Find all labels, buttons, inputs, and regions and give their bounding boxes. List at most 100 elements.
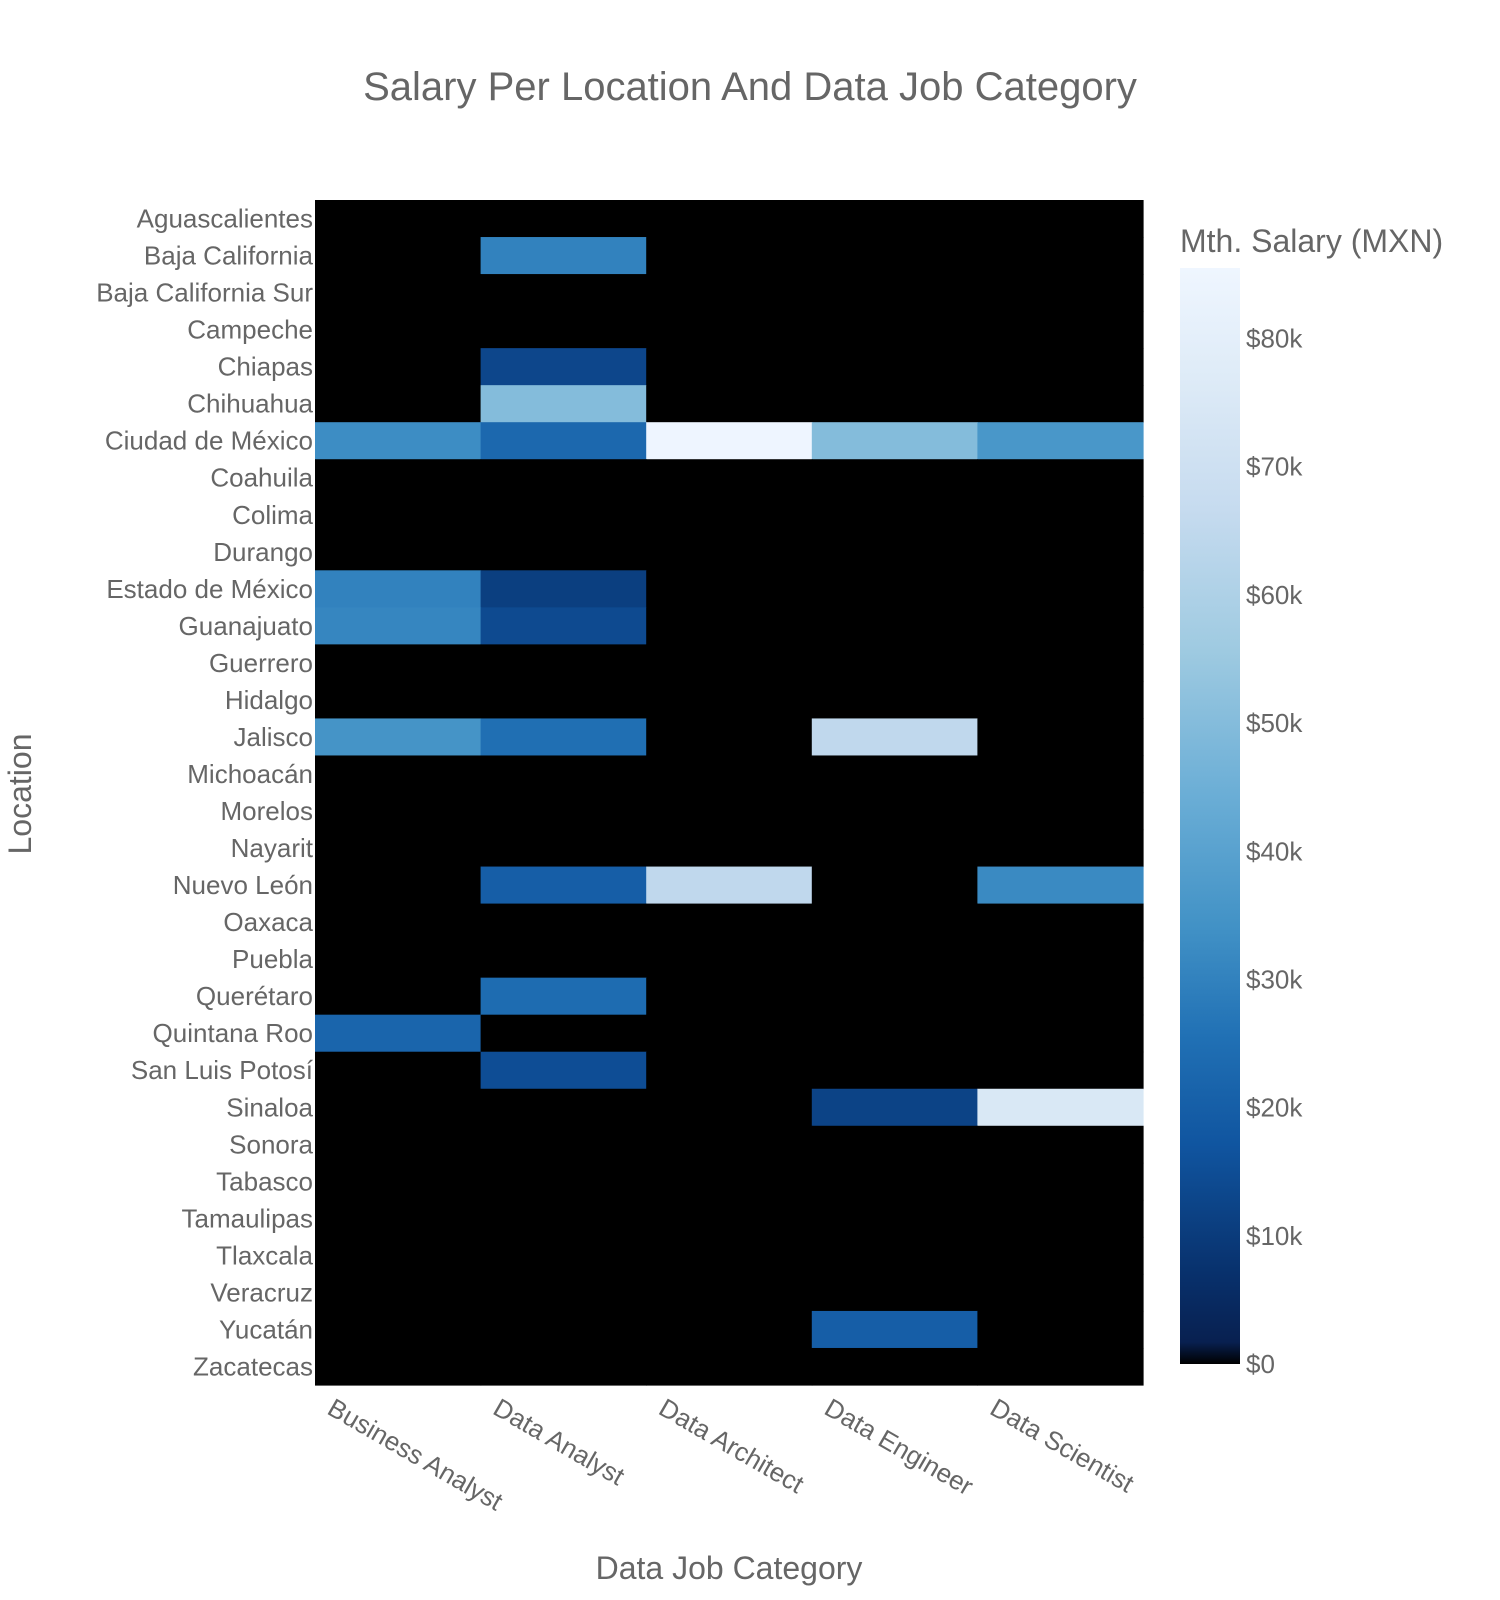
- y-tick-label: Zacatecas: [193, 1351, 313, 1381]
- colorbar-tick-label: $20k: [1246, 1093, 1303, 1123]
- heatmap-cell: [646, 274, 813, 312]
- heatmap-cell: [480, 681, 647, 720]
- heatmap-cell: [811, 866, 978, 905]
- colorbar-tick-label: $10k: [1246, 1221, 1303, 1251]
- heatmap-cell: [811, 1051, 978, 1090]
- heatmap-cell: [646, 718, 813, 757]
- heatmap-cell: [480, 311, 647, 349]
- heatmap-cell: [977, 422, 1144, 460]
- heatmap-cell: [811, 385, 978, 423]
- colorbar-tick-label: $30k: [1246, 964, 1303, 994]
- x-tick-label: Business Analyst: [323, 1392, 509, 1517]
- heatmap-cell: [315, 422, 482, 460]
- y-tick-label: Durango: [213, 537, 313, 567]
- colorbar-tick-label: $40k: [1246, 836, 1303, 866]
- heatmap-cell: [315, 1125, 482, 1164]
- heatmap-cell: [811, 1310, 978, 1349]
- y-tick-label: Nuevo León: [173, 870, 313, 900]
- heatmap-cell: [811, 1014, 978, 1053]
- heatmap-cell: [315, 200, 482, 238]
- heatmap-cell: [977, 385, 1144, 423]
- y-tick-label: Chiapas: [218, 352, 313, 382]
- heatmap-cell: [480, 385, 647, 423]
- colorbar-tick-label: $60k: [1246, 580, 1303, 610]
- heatmap-cell: [480, 977, 647, 1016]
- chart-title: Salary Per Location And Data Job Categor…: [363, 65, 1137, 109]
- heatmap-cell: [977, 570, 1144, 608]
- heatmap-cell: [977, 792, 1144, 831]
- heatmap-cell: [480, 792, 647, 831]
- heatmap-cell: [315, 755, 482, 794]
- y-tick-label: Quintana Roo: [153, 1018, 313, 1048]
- heatmap-cell: [646, 977, 813, 1016]
- heatmap-cell: [977, 1236, 1144, 1275]
- heatmap-cell: [646, 1236, 813, 1275]
- heatmap-cell: [480, 422, 647, 460]
- heatmap-cell: [315, 718, 482, 757]
- heatmap-cell: [480, 1125, 647, 1164]
- heatmap-cell: [977, 755, 1144, 794]
- heatmap-cell: [977, 1162, 1144, 1201]
- heatmap-cell: [646, 1199, 813, 1238]
- heatmap-cell: [315, 1347, 482, 1386]
- heatmap-cell: [977, 903, 1144, 942]
- heatmap-cell: [811, 1088, 978, 1127]
- heatmap-cell: [977, 200, 1144, 238]
- heatmap-cell: [811, 459, 978, 497]
- heatmap-cell: [811, 570, 978, 608]
- heatmap-cell: [811, 496, 978, 534]
- heatmap-cell: [315, 311, 482, 349]
- heatmap-cell: [977, 644, 1144, 683]
- heatmap-cell: [977, 829, 1144, 868]
- y-axis-title: Location: [2, 734, 38, 855]
- heatmap-cell: [977, 1051, 1144, 1090]
- colorbar-tick-label: $50k: [1246, 708, 1303, 738]
- heatmap-cell: [480, 459, 647, 497]
- heatmap-cell: [480, 1273, 647, 1312]
- heatmap-cell: [315, 903, 482, 942]
- heatmap-cell: [811, 755, 978, 794]
- heatmap-cell: [315, 1162, 482, 1201]
- colorbar: [1180, 268, 1240, 1364]
- y-tick-label: Michoacán: [187, 759, 313, 789]
- heatmap-cell: [480, 1088, 647, 1127]
- heatmap-cell: [811, 681, 978, 720]
- y-tick-label: Baja California Sur: [96, 278, 313, 308]
- heatmap-cell: [315, 1088, 482, 1127]
- heatmap-cell: [646, 496, 813, 534]
- y-tick-label: San Luis Potosí: [131, 1055, 314, 1085]
- heatmap-cell: [646, 237, 813, 275]
- heatmap-cell: [480, 274, 647, 312]
- heatmap-cell: [646, 459, 813, 497]
- y-tick-label: Hidalgo: [225, 685, 313, 715]
- heatmap-cell: [646, 1051, 813, 1090]
- heatmap-cell: [315, 1310, 482, 1349]
- heatmap-cell: [480, 829, 647, 868]
- y-tick-label: Morelos: [221, 796, 313, 826]
- heatmap-cell: [977, 496, 1144, 534]
- heatmap-cell: [646, 1088, 813, 1127]
- colorbar-title: Mth. Salary (MXN): [1180, 223, 1443, 259]
- heatmap-cell: [480, 644, 647, 683]
- heatmap-cell: [646, 1125, 813, 1164]
- heatmap-cell: [315, 385, 482, 423]
- heatmap-cell: [646, 570, 813, 608]
- heatmap-cell: [646, 681, 813, 720]
- heatmap-cell: [480, 866, 647, 905]
- heatmap-cell: [811, 348, 978, 386]
- y-tick-label: Oaxaca: [223, 907, 313, 937]
- x-tick-label: Data Analyst: [488, 1392, 630, 1491]
- heatmap-cell: [646, 866, 813, 905]
- y-tick-label: Sonora: [229, 1129, 313, 1159]
- heatmap-cell: [646, 533, 813, 571]
- heatmap-cell: [480, 1051, 647, 1090]
- heatmap-cell: [315, 829, 482, 868]
- heatmap-cell: [480, 718, 647, 757]
- y-tick-label: Ciudad de México: [105, 426, 313, 456]
- heatmap-cell: [646, 903, 813, 942]
- y-tick-label: Veracruz: [210, 1277, 313, 1307]
- heatmap-cell: [480, 1162, 647, 1201]
- heatmap-cell: [977, 1310, 1144, 1349]
- heatmap-cell: [811, 1273, 978, 1312]
